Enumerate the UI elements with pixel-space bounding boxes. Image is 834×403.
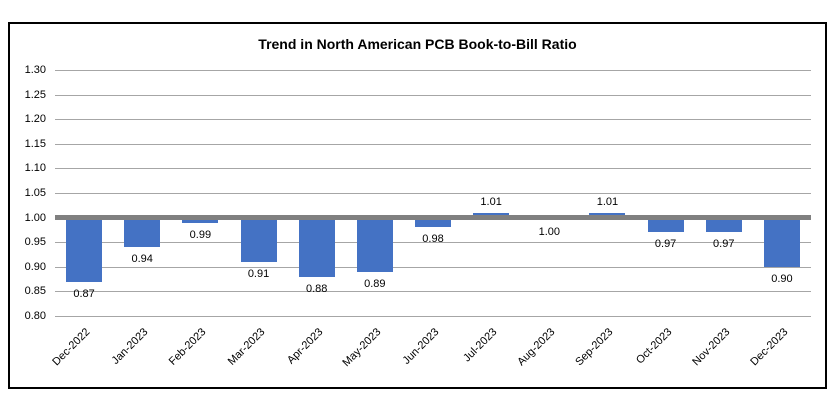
bar-value-label: 0.97 bbox=[654, 238, 677, 251]
bar-nov-2023 bbox=[705, 217, 742, 233]
plot-area: 1.30 1.25 1.20 1.15 1.10 1.05 1.00 0.95 0.90 0.85… bbox=[25, 64, 811, 369]
y-tick-label: 1.30 bbox=[24, 64, 46, 76]
y-tick-label: 1.00 bbox=[24, 211, 46, 224]
chart-title: Trend in North American PCB Book-to-Bill… bbox=[258, 36, 577, 52]
y-tick-label: 1.10 bbox=[24, 162, 46, 175]
gridline bbox=[55, 193, 811, 194]
bar-value-label: 0.97 bbox=[713, 238, 735, 251]
bar-dec-2023 bbox=[763, 217, 800, 267]
bar-apr-2023 bbox=[298, 217, 335, 277]
bar-value-label: 1.00 bbox=[538, 225, 560, 238]
gridline bbox=[55, 168, 811, 170]
bar-value-label: 0.99 bbox=[189, 228, 212, 241]
bar-may-2023 bbox=[356, 217, 393, 272]
bar-value-label: 0.87 bbox=[73, 287, 95, 300]
gridline bbox=[55, 266, 811, 268]
y-tick-label: 1.05 bbox=[24, 187, 46, 199]
bar-value-label: 0.98 bbox=[422, 233, 444, 246]
y-tick-label: 0.80 bbox=[24, 310, 46, 322]
bar-value-label: 1.01 bbox=[480, 195, 502, 208]
bar-dec-2022 bbox=[66, 217, 103, 282]
y-tick-label: 0.95 bbox=[24, 236, 46, 249]
gridline bbox=[55, 70, 811, 71]
bar-mar-2023 bbox=[240, 217, 277, 262]
bar-oct-2023 bbox=[647, 217, 684, 233]
bar-value-label: 0.89 bbox=[364, 277, 386, 290]
bar-value-label: 0.88 bbox=[305, 282, 328, 295]
y-tick-label: 1.15 bbox=[24, 137, 46, 150]
gridline bbox=[55, 94, 811, 96]
y-tick-label: 0.90 bbox=[24, 260, 46, 273]
gridline bbox=[55, 119, 811, 121]
y-tick-label: 1.20 bbox=[24, 113, 46, 126]
bar-jun-2023 bbox=[415, 217, 451, 228]
gridline bbox=[55, 291, 811, 293]
gridline bbox=[55, 143, 811, 145]
y-tick-label: 0.85 bbox=[24, 285, 46, 298]
gridline bbox=[55, 242, 811, 244]
bar-value-label: 0.94 bbox=[131, 253, 153, 266]
y-tick-label: 1.25 bbox=[24, 88, 46, 101]
bar-value-label: 1.01 bbox=[596, 195, 619, 208]
bar-value-label: 0.90 bbox=[771, 272, 793, 285]
bar-jan-2023 bbox=[124, 217, 161, 248]
bar-value-label: 0.91 bbox=[247, 267, 270, 280]
gridline bbox=[55, 316, 811, 317]
chart-figure: Trend in North American PCB Book-to-Bill… bbox=[8, 22, 827, 389]
baseline-marker bbox=[55, 215, 811, 221]
